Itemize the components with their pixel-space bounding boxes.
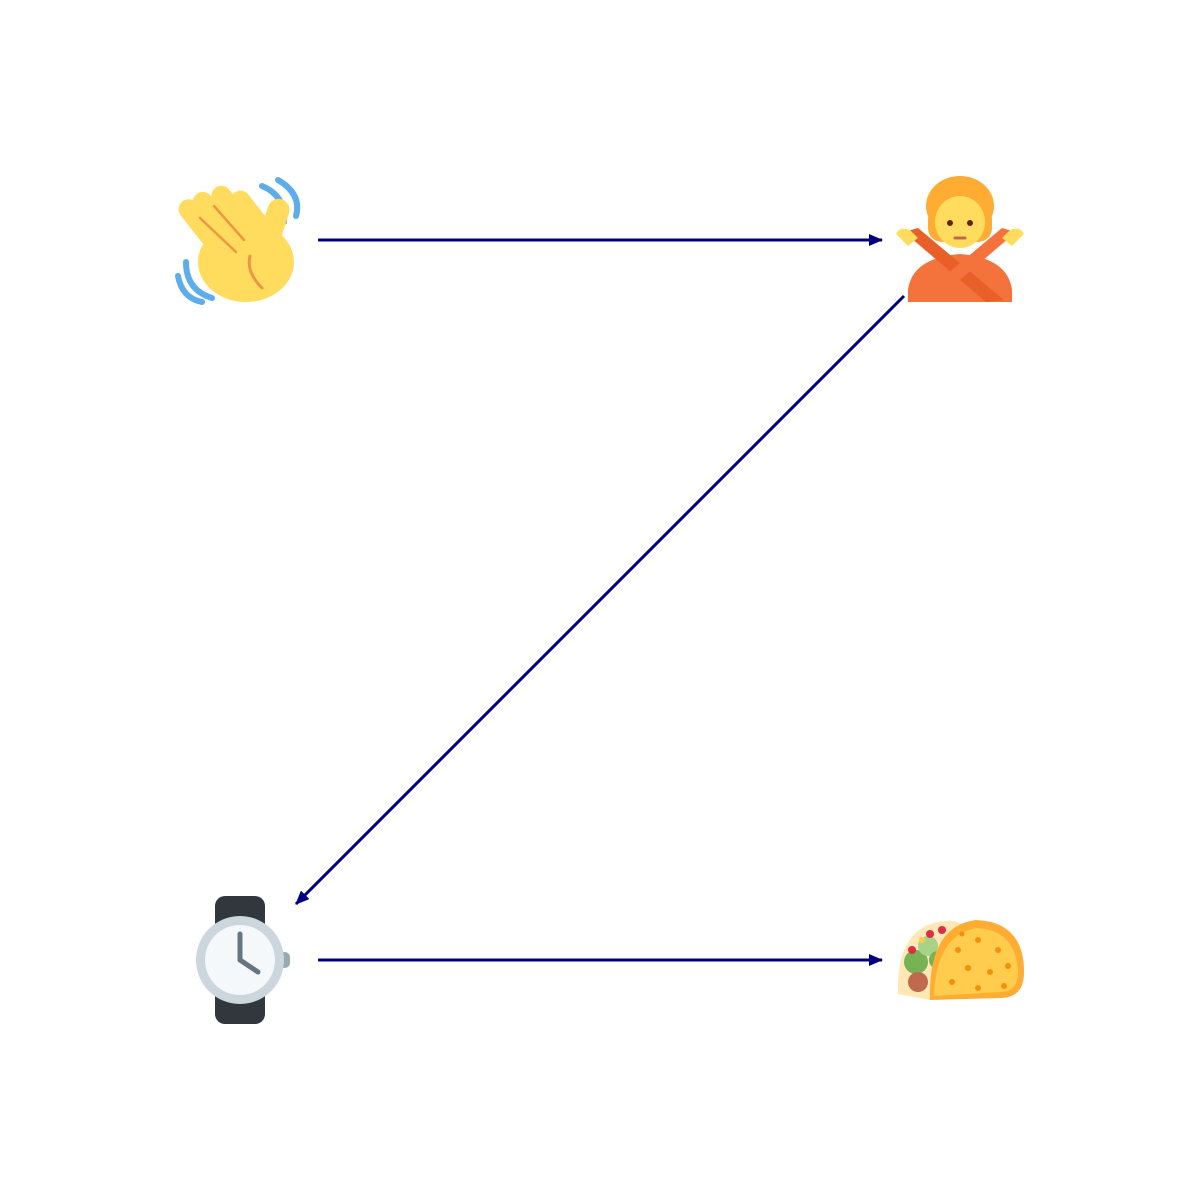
person-gesturing-no-icon — [896, 176, 1024, 302]
wristwatch-icon — [196, 896, 290, 1024]
edge-no-gesture-to-watch — [294, 294, 906, 906]
taco-icon — [897, 920, 1024, 1000]
waving-hand-icon — [175, 177, 301, 305]
edges — [294, 234, 906, 966]
